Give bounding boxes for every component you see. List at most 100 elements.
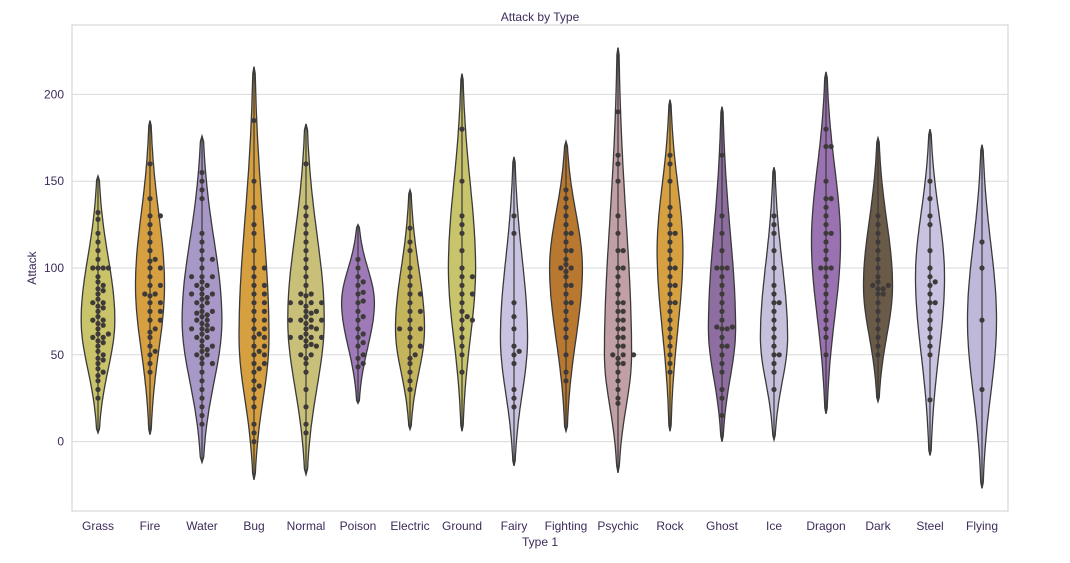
swarm-point-fire (157, 308, 163, 314)
swarm-point-electric (407, 369, 413, 375)
swarm-point-electric (417, 326, 423, 332)
swarm-point-ice (771, 265, 777, 271)
swarm-point-electric (407, 355, 413, 361)
swarm-point-fighting (563, 230, 569, 236)
swarm-point-dragon (828, 230, 834, 236)
swarm-point-fire (157, 213, 163, 219)
swarm-point-grass (100, 340, 106, 346)
swarm-point-bug (251, 378, 257, 384)
x-tick-label-grass: Grass (82, 519, 114, 533)
swarm-point-grass (95, 209, 101, 216)
swarm-point-ghost (714, 324, 720, 330)
swarm-point-psychic (610, 352, 616, 358)
swarm-point-water (199, 256, 205, 262)
swarm-point-fire (157, 317, 163, 323)
swarm-point-fairy (511, 386, 517, 393)
swarm-point-psychic (615, 308, 621, 314)
swarm-point-normal (287, 334, 293, 340)
swarm-point-fighting (563, 326, 569, 332)
swarm-points-layer (90, 109, 985, 445)
swarm-point-water (199, 248, 205, 254)
swarm-point-water (204, 322, 210, 328)
swarm-point-normal (303, 355, 309, 361)
swarm-point-dark (875, 265, 881, 271)
swarm-point-electric (417, 291, 423, 297)
swarm-point-poison (360, 279, 366, 285)
swarm-point-normal (303, 331, 309, 337)
swarm-point-fire (147, 317, 153, 323)
swarm-point-flying (979, 239, 985, 245)
swarm-point-poison (360, 360, 366, 367)
swarm-point-dark (875, 256, 881, 262)
swarm-point-water (199, 303, 205, 309)
x-tick-label-dark: Dark (865, 519, 891, 533)
swarm-point-ghost (719, 395, 725, 401)
swarm-point-bug (251, 248, 257, 254)
swarm-point-fighting (563, 213, 569, 219)
swarm-point-water (199, 360, 205, 367)
swarm-point-normal (303, 161, 309, 167)
swarm-point-water (199, 386, 205, 393)
x-tick-label-steel: Steel (916, 519, 943, 533)
x-axis-label: Type 1 (522, 535, 558, 549)
swarm-point-water (199, 331, 205, 337)
swarm-point-steel (927, 300, 933, 306)
swarm-point-fighting (563, 261, 569, 268)
swarm-point-poison (355, 256, 361, 262)
swarm-point-ghost (719, 300, 725, 306)
swarm-point-bug (251, 274, 257, 280)
swarm-point-fairy (511, 395, 517, 401)
swarm-point-normal (303, 274, 309, 280)
swarm-point-water (204, 317, 210, 323)
swarm-point-dragon (823, 265, 829, 271)
swarm-point-dragon (828, 143, 834, 150)
y-tick-label-0: 0 (57, 435, 64, 449)
swarm-point-water (209, 360, 215, 367)
swarm-point-fighting (563, 291, 569, 297)
swarm-point-fire (147, 308, 153, 314)
swarm-point-fire (147, 196, 153, 202)
swarm-point-fire (147, 352, 153, 358)
swarm-point-ground (459, 222, 465, 228)
swarm-point-steel (927, 196, 933, 202)
swarm-point-normal (319, 334, 325, 340)
swarm-point-ground (459, 126, 465, 132)
swarm-point-electric (407, 326, 413, 332)
swarm-point-bug (251, 300, 257, 306)
swarm-point-water (199, 265, 205, 271)
swarm-point-electric (407, 378, 413, 384)
swarm-point-psychic (620, 317, 626, 323)
swarm-point-poison (355, 291, 361, 297)
swarm-point-ice (776, 300, 782, 306)
swarm-point-poison (355, 364, 361, 370)
swarm-point-ground (459, 369, 465, 375)
x-tick-label-ghost: Ghost (706, 519, 739, 533)
swarm-point-water (199, 355, 205, 361)
swarm-point-psychic (615, 161, 621, 167)
swarm-point-dark (875, 317, 881, 323)
swarm-point-water (199, 169, 205, 176)
swarm-point-ground (459, 343, 465, 349)
swarm-point-electric (407, 239, 413, 245)
swarm-point-normal (303, 293, 309, 299)
swarm-point-grass (95, 286, 101, 292)
swarm-point-fire (152, 326, 158, 332)
swarm-point-water (199, 291, 205, 297)
swarm-point-ice (771, 248, 777, 254)
swarm-point-bug (261, 291, 267, 297)
swarm-point-steel (932, 300, 938, 306)
swarm-point-dragon (823, 317, 829, 323)
swarm-point-psychic (615, 213, 621, 219)
swarm-point-normal (303, 326, 309, 332)
swarm-point-rock (667, 256, 673, 262)
swarm-point-normal (303, 265, 309, 271)
swarm-point-bug (261, 300, 267, 306)
swarm-point-fire (152, 291, 158, 297)
swarm-point-dark (880, 291, 886, 297)
swarm-point-ghost (719, 369, 725, 375)
swarm-point-water (204, 347, 210, 353)
swarm-point-grass (100, 288, 106, 294)
swarm-point-fairy (516, 348, 522, 354)
swarm-point-poison (355, 300, 361, 306)
swarm-point-grass (95, 296, 101, 302)
